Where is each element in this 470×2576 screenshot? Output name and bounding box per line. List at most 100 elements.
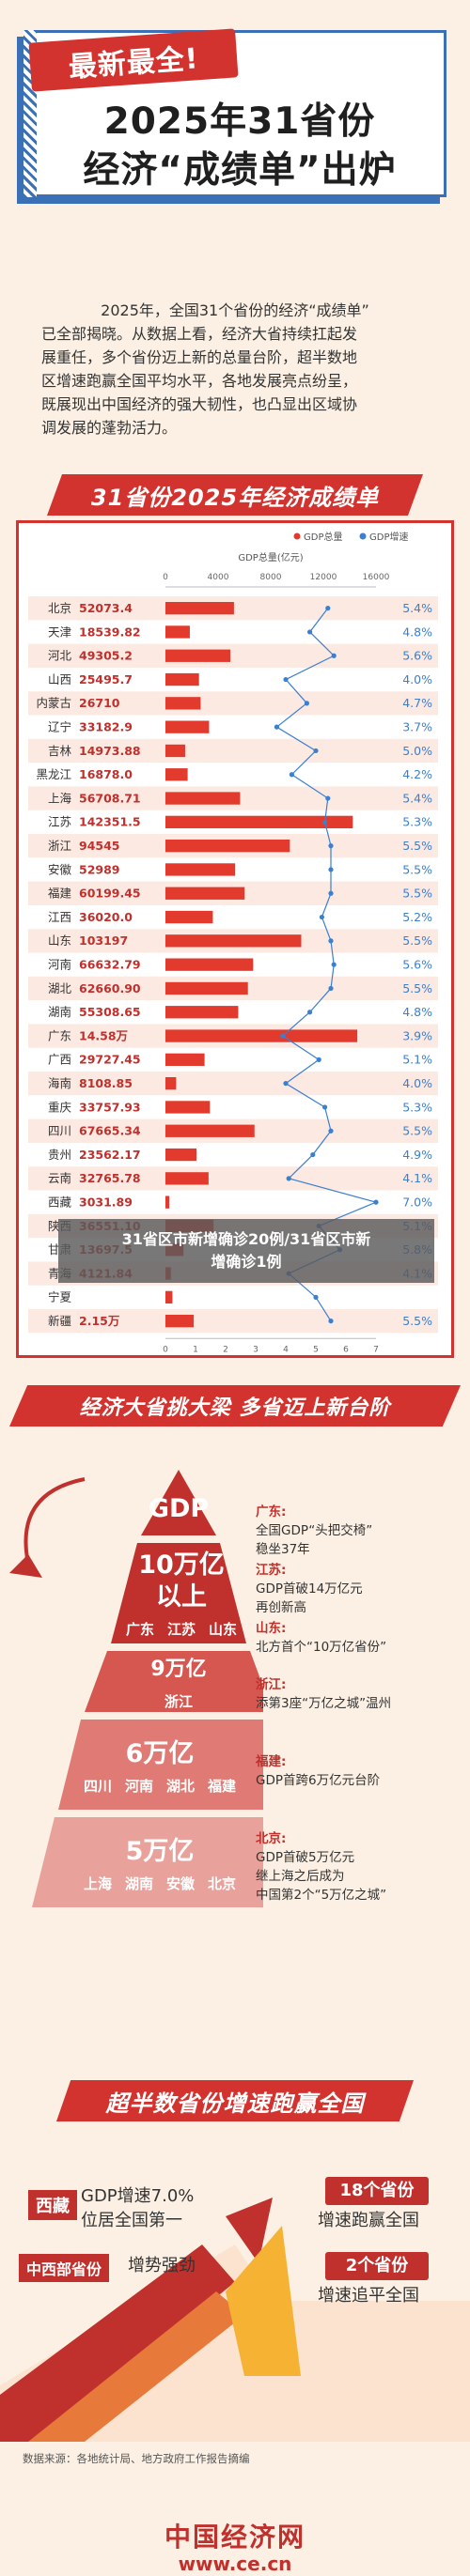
province-label: 安徽 — [166, 1874, 196, 1892]
pyramid-tier-3 — [58, 1720, 263, 1810]
growth-point — [322, 1104, 328, 1110]
growth-point — [304, 701, 309, 706]
province-name: 北京 — [48, 601, 71, 615]
tier-2-label: 9万亿 浙江 — [103, 1653, 254, 1711]
intro-line: 展重任，多个省份迈上新的总量台阶，超半数地 — [41, 348, 358, 366]
gdp-value-label: 62660.90 — [79, 981, 141, 995]
gdp-value-label: 25495.7 — [79, 672, 133, 686]
growth-point — [283, 676, 289, 683]
growth-tick-label: 4 — [283, 1345, 289, 1354]
legend-gdp-marker — [293, 532, 301, 540]
growth-value-label: 4.8% — [402, 1005, 432, 1019]
note-fujian: 福建: GDP首跨6万亿元台阶 — [256, 1752, 458, 1790]
growth-point — [283, 1081, 289, 1087]
top-axis-label: GDP总量(亿元) — [238, 551, 303, 563]
central-west-flag: 中西部省份 — [19, 2254, 110, 2282]
growth-value-label: 4.8% — [402, 625, 432, 639]
growth-value-label: 7.0% — [402, 1195, 432, 1210]
growth-value-label: 4.7% — [402, 696, 432, 710]
growth-value-label: 5.4% — [402, 601, 432, 615]
gdp-bar — [165, 649, 231, 662]
gdp-value-label: 49305.2 — [79, 649, 133, 663]
tier-1-label: 10万亿 以上 广东 江苏 山东 — [111, 1545, 252, 1643]
province-label: 北京 — [208, 1874, 237, 1892]
growth-value-label: 5.0% — [402, 744, 432, 758]
pyramid-tier-2 — [85, 1651, 263, 1712]
province-name: 江西 — [48, 910, 71, 924]
tier-3-head: 6万亿 — [125, 1738, 195, 1768]
province-label: 河南 — [124, 1777, 153, 1795]
logo-name: 中国经济网 — [164, 2522, 306, 2553]
province-name: 福建 — [48, 887, 72, 901]
gdp-bar — [165, 934, 302, 948]
gdp-bar — [165, 1172, 209, 1185]
tier-3-provinces: 四川 河南 湖北 福建 — [84, 1776, 236, 1796]
growth-arrow-head — [226, 2198, 273, 2263]
gdp-bar — [165, 1124, 255, 1137]
gdp-value-label: 103197 — [79, 933, 128, 948]
growth-value-label: 5.5% — [402, 933, 432, 948]
intro-paragraph: 2025年，全国31个省份的经济“成绩单” 已全部揭晓。从数据上看，经济大省持续… — [41, 299, 429, 440]
note-title: 北京: — [256, 1831, 287, 1846]
gdp-value-label: 23562.17 — [79, 1148, 141, 1162]
gdp-bar — [165, 910, 213, 924]
gdp-value-label: 36020.0 — [79, 910, 133, 924]
gdp-tick-label: 8000 — [260, 573, 282, 582]
intro-line: 调发展的蓬勃活力。 — [41, 419, 178, 437]
province-label: 四川 — [83, 1777, 112, 1795]
gdp-bar — [165, 768, 188, 781]
note-beijing: 北京: GDP首破5万亿元 继上海之后成为 中国第2个“5万亿之城” — [256, 1829, 458, 1905]
gdp-bar — [165, 958, 254, 971]
growth-value-label: 3.7% — [402, 720, 432, 734]
growth-point — [322, 819, 328, 825]
ce-logo: 中国经济网 www.ce.cn — [0, 2517, 470, 2575]
growth-tick-label: 1 — [193, 1345, 198, 1354]
gdp-value-label: 94545 — [79, 839, 120, 853]
intro-line: 2025年，全国31个省份的经济“成绩单” — [101, 301, 369, 319]
pyramid-tier-4 — [32, 1817, 263, 1907]
growth-point — [307, 629, 313, 635]
note-shandong: 山东: 北方首个“10万亿省份” — [256, 1619, 458, 1657]
legend-growth-label: GDP增速 — [369, 531, 408, 543]
growth-value-label: 5.5% — [402, 839, 432, 853]
growth-value-label: 5.6% — [402, 649, 432, 663]
gdp-value-label: 8108.85 — [79, 1076, 133, 1090]
growth-point — [328, 867, 334, 872]
gdp-value-label: 60199.45 — [79, 887, 141, 901]
growth-value-label: 3.9% — [402, 1028, 432, 1042]
province-name: 辽宁 — [48, 720, 71, 734]
pyramid-top-label: GDP — [141, 1490, 216, 1528]
gdp-value-label: 26710 — [79, 696, 120, 710]
growth-tick-label: 7 — [373, 1345, 379, 1354]
gdp-value-label: 66632.79 — [79, 958, 141, 972]
growth-point — [289, 772, 294, 778]
province-name: 重庆 — [48, 1100, 72, 1114]
gdp-tick-label: 0 — [163, 573, 168, 582]
province-name: 黑龙江 — [36, 767, 71, 781]
growth-value-label: 4.1% — [402, 1171, 432, 1185]
note-zhejiang: 浙江: 添第3座“万亿之城”温州 — [256, 1675, 458, 1713]
growth-value-label: 4.2% — [402, 767, 432, 781]
gdp-tick-label: 16000 — [363, 573, 390, 582]
growth-value-label: 5.4% — [402, 791, 432, 805]
intro-line: 已全部揭晓。从数据上看，经济大省持续扛起发 — [41, 325, 358, 343]
province-name: 山东 — [48, 933, 71, 948]
growth-steps — [226, 2226, 301, 2376]
province-name: 上海 — [48, 791, 72, 805]
growth-point — [325, 606, 331, 611]
growth-point — [286, 1176, 291, 1181]
tier-2-provinces: 浙江 — [164, 1691, 193, 1711]
province-name: 新疆 — [48, 1314, 71, 1328]
growth-tick-label: 6 — [343, 1345, 349, 1354]
gdp-bar — [165, 1006, 239, 1019]
note-line: 继上海之后成为 — [256, 1869, 345, 1884]
province-name: 江苏 — [48, 815, 71, 829]
tier-3-label: 6万亿 四川 河南 湖北 福建 — [38, 1724, 282, 1809]
province-name: 吉林 — [48, 744, 72, 758]
row-band — [28, 643, 438, 668]
province-name: 浙江 — [48, 839, 71, 853]
province-label: 湖南 — [124, 1874, 153, 1892]
growth-point — [328, 938, 334, 944]
growth-point — [313, 1294, 319, 1300]
row-band — [28, 1072, 438, 1096]
